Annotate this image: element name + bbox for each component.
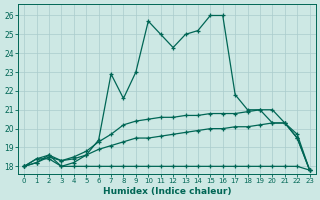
- X-axis label: Humidex (Indice chaleur): Humidex (Indice chaleur): [103, 187, 231, 196]
